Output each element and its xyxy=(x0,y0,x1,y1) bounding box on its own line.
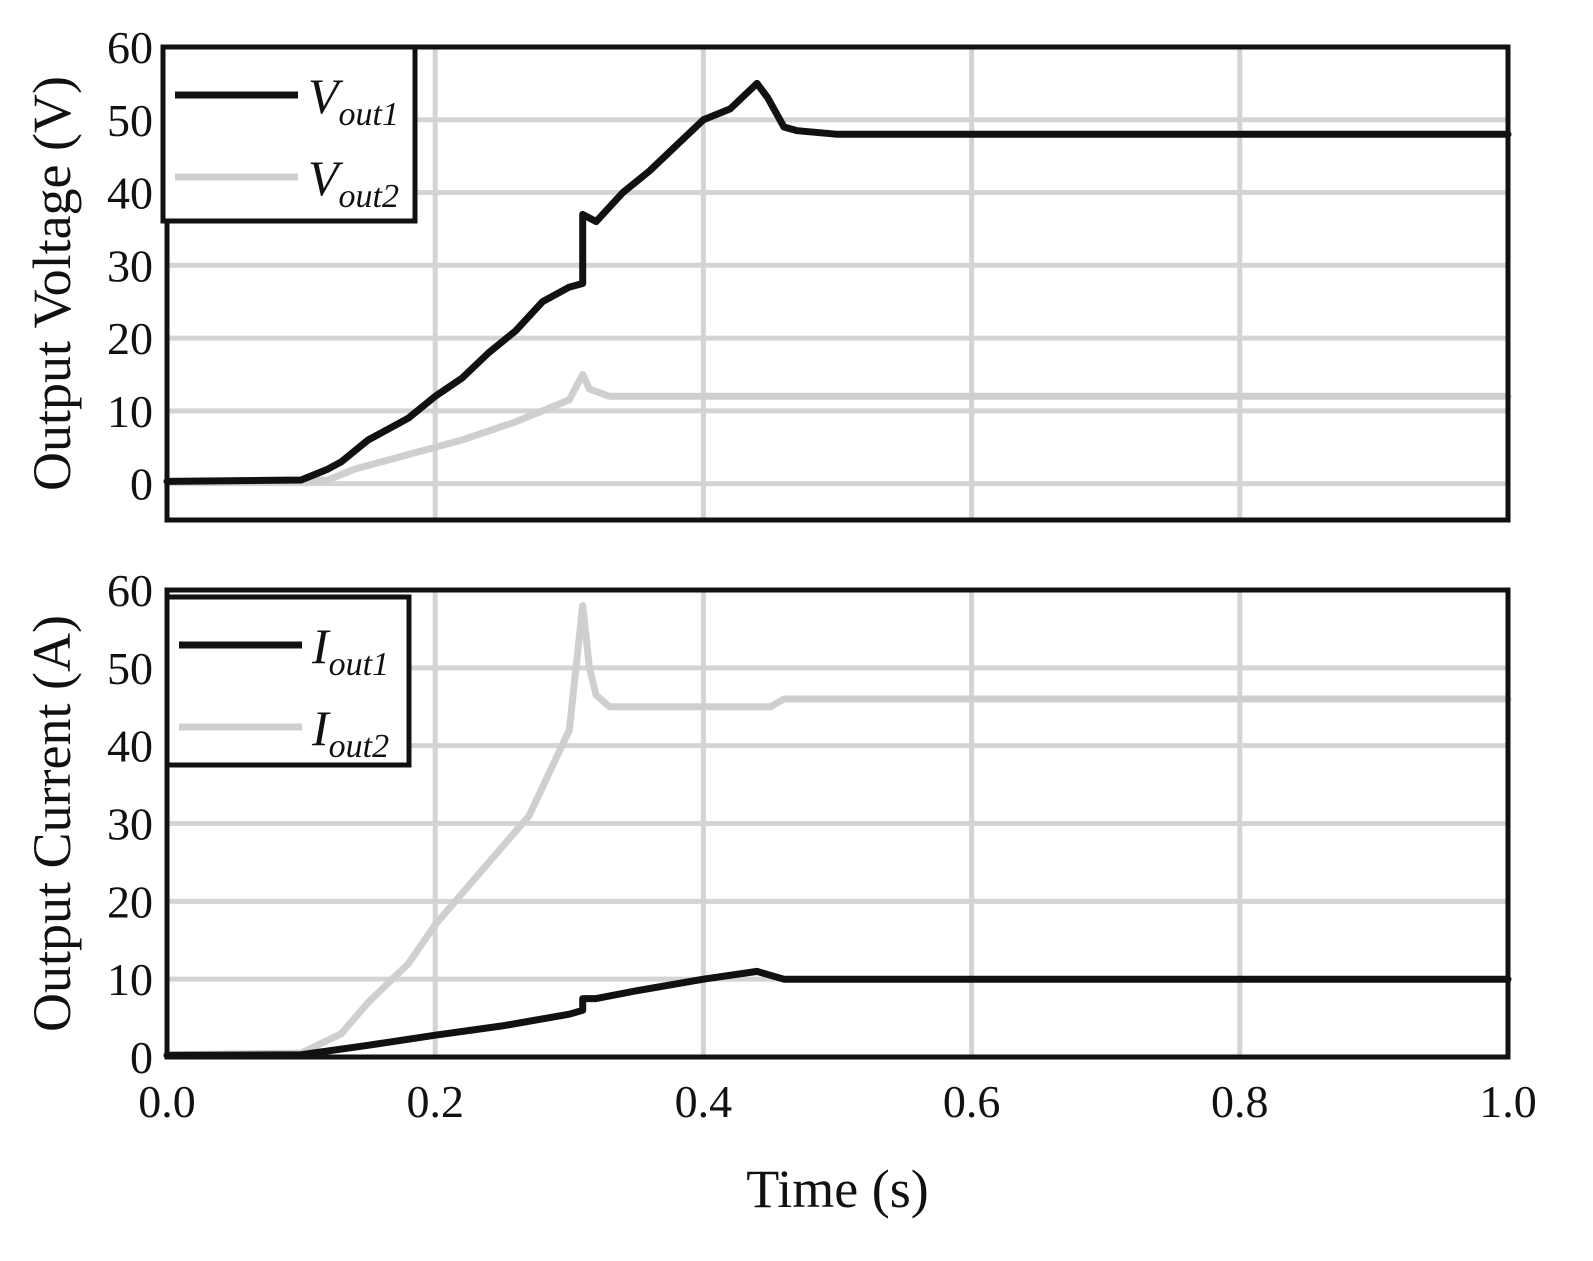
y-tick-label: 50 xyxy=(107,643,153,694)
x-tick-label: 0.0 xyxy=(138,1076,196,1127)
x-tick-label: 0.8 xyxy=(1211,1076,1269,1127)
y-tick-label: 30 xyxy=(107,799,153,850)
series-line-v-out2 xyxy=(163,371,1512,486)
panel-2: 0 10 20 30 40 50 60 0.0 0.2 0.4 0.6 0.8 1.0 Output Cu… xyxy=(22,565,1537,1219)
x-tick-label: 0.2 xyxy=(406,1076,464,1127)
legend-label-out2: Vout2 xyxy=(308,150,399,215)
y-tick-label: 40 xyxy=(107,168,153,219)
legend: Vout1 Vout2 xyxy=(160,44,418,224)
series-line-v-out1 xyxy=(163,79,1512,485)
x-tick-label: 0.4 xyxy=(675,1076,733,1127)
y-tick-label: 20 xyxy=(107,313,153,364)
y-tick-label: 0 xyxy=(130,1032,153,1083)
y-tick-label: 0 xyxy=(130,459,153,510)
plot-frame xyxy=(164,44,1511,523)
y-tick-label: 20 xyxy=(107,876,153,927)
plot-frame xyxy=(164,587,1511,1060)
x-tick-label: 0.6 xyxy=(943,1076,1001,1127)
y-tick-label: 30 xyxy=(107,240,153,291)
legend-label-out1: Iout1 xyxy=(311,618,389,683)
y-tick-label: 50 xyxy=(107,95,153,146)
y-tick-label: 40 xyxy=(107,721,153,772)
x-axis-title: Time (s) xyxy=(746,1159,929,1219)
y-tick-label: 60 xyxy=(107,22,153,73)
x-tick-label: 1.0 xyxy=(1479,1076,1537,1127)
legend-box xyxy=(160,44,418,224)
legend-label-out2: Iout2 xyxy=(311,700,389,765)
y-tick-label: 10 xyxy=(107,386,153,437)
series-line-i-out1 xyxy=(163,967,1512,1059)
legend: Iout1 Iout2 xyxy=(164,594,412,768)
y-axis-title: Output Current (A) xyxy=(22,615,82,1032)
y-tick-label: 60 xyxy=(107,565,153,616)
series-line-i-out2 xyxy=(163,602,1512,1059)
y-tick-label: 10 xyxy=(107,954,153,1005)
legend-label-out1: Vout1 xyxy=(308,68,399,133)
y-axis-title: Output Voltage (V) xyxy=(22,76,82,491)
legend-box xyxy=(164,594,412,768)
